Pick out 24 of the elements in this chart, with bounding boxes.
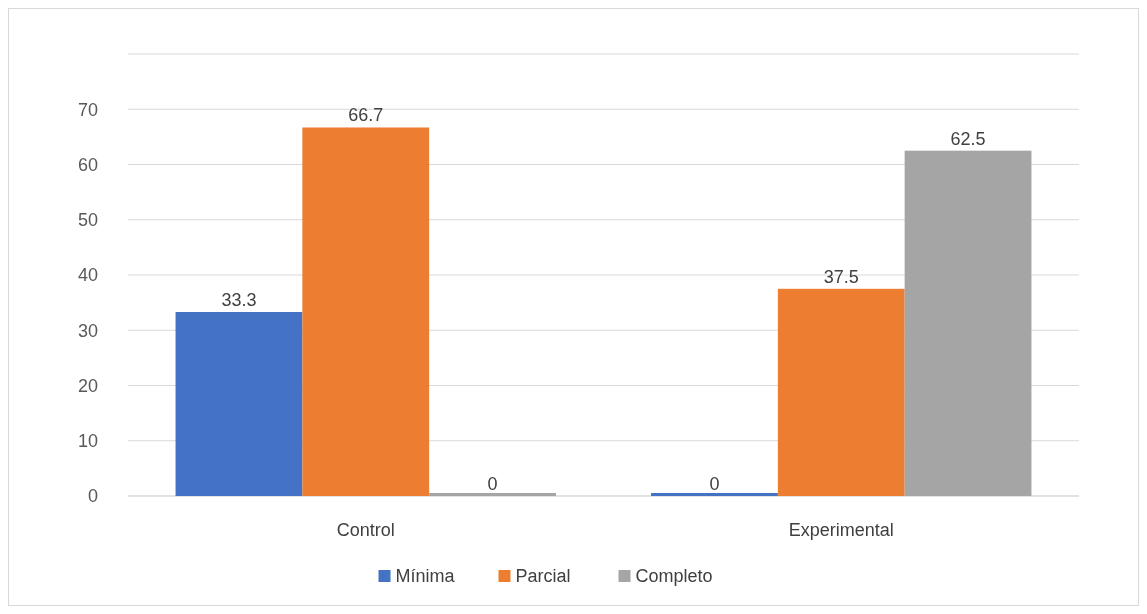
legend-label: Mínima [395, 566, 456, 587]
bar [651, 493, 778, 496]
data-label: 62.5 [950, 128, 986, 149]
y-tick-label: 60 [77, 154, 98, 175]
y-tick-label: 40 [77, 265, 98, 286]
data-label: 0 [487, 474, 498, 494]
legend-label: Parcial [515, 566, 571, 587]
data-label: 33.3 [221, 290, 257, 311]
y-tick-label: 70 [77, 99, 98, 120]
y-tick-label: 30 [77, 320, 98, 341]
y-tick-label: 50 [77, 210, 98, 231]
bar [904, 150, 1032, 496]
y-tick-label: 0 [87, 486, 98, 507]
bar [302, 127, 430, 496]
x-tick-label: Control [336, 520, 395, 540]
data-label: 66.7 [348, 105, 384, 126]
bar [175, 312, 303, 496]
legend-label: Completo [635, 566, 713, 587]
x-tick-label: Experimental [788, 520, 894, 540]
data-label: 0 [709, 474, 720, 494]
data-label: 37.5 [823, 266, 859, 287]
y-tick-label: 20 [77, 375, 98, 396]
bar [777, 288, 905, 496]
y-tick-label: 10 [77, 431, 98, 452]
